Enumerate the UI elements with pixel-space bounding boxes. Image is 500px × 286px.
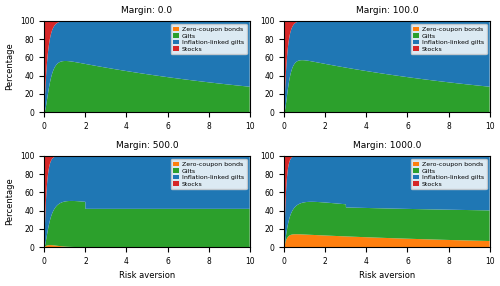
Legend: Zero-coupon bonds, Gilts, Inflation-linked gilts, Stocks: Zero-coupon bonds, Gilts, Inflation-link… bbox=[170, 159, 246, 189]
Title: Margin: 1000.0: Margin: 1000.0 bbox=[353, 141, 421, 150]
Legend: Zero-coupon bonds, Gilts, Inflation-linked gilts, Stocks: Zero-coupon bonds, Gilts, Inflation-link… bbox=[410, 24, 486, 54]
Title: Margin: 0.0: Margin: 0.0 bbox=[122, 5, 172, 15]
Y-axis label: Percentage: Percentage bbox=[6, 43, 15, 90]
Title: Margin: 500.0: Margin: 500.0 bbox=[116, 141, 178, 150]
Y-axis label: Percentage: Percentage bbox=[6, 178, 15, 225]
Legend: Zero-coupon bonds, Gilts, Inflation-linked gilts, Stocks: Zero-coupon bonds, Gilts, Inflation-link… bbox=[170, 24, 246, 54]
Title: Margin: 100.0: Margin: 100.0 bbox=[356, 5, 418, 15]
Legend: Zero-coupon bonds, Gilts, Inflation-linked gilts, Stocks: Zero-coupon bonds, Gilts, Inflation-link… bbox=[410, 159, 486, 189]
X-axis label: Risk aversion: Risk aversion bbox=[119, 271, 175, 281]
X-axis label: Risk aversion: Risk aversion bbox=[359, 271, 415, 281]
